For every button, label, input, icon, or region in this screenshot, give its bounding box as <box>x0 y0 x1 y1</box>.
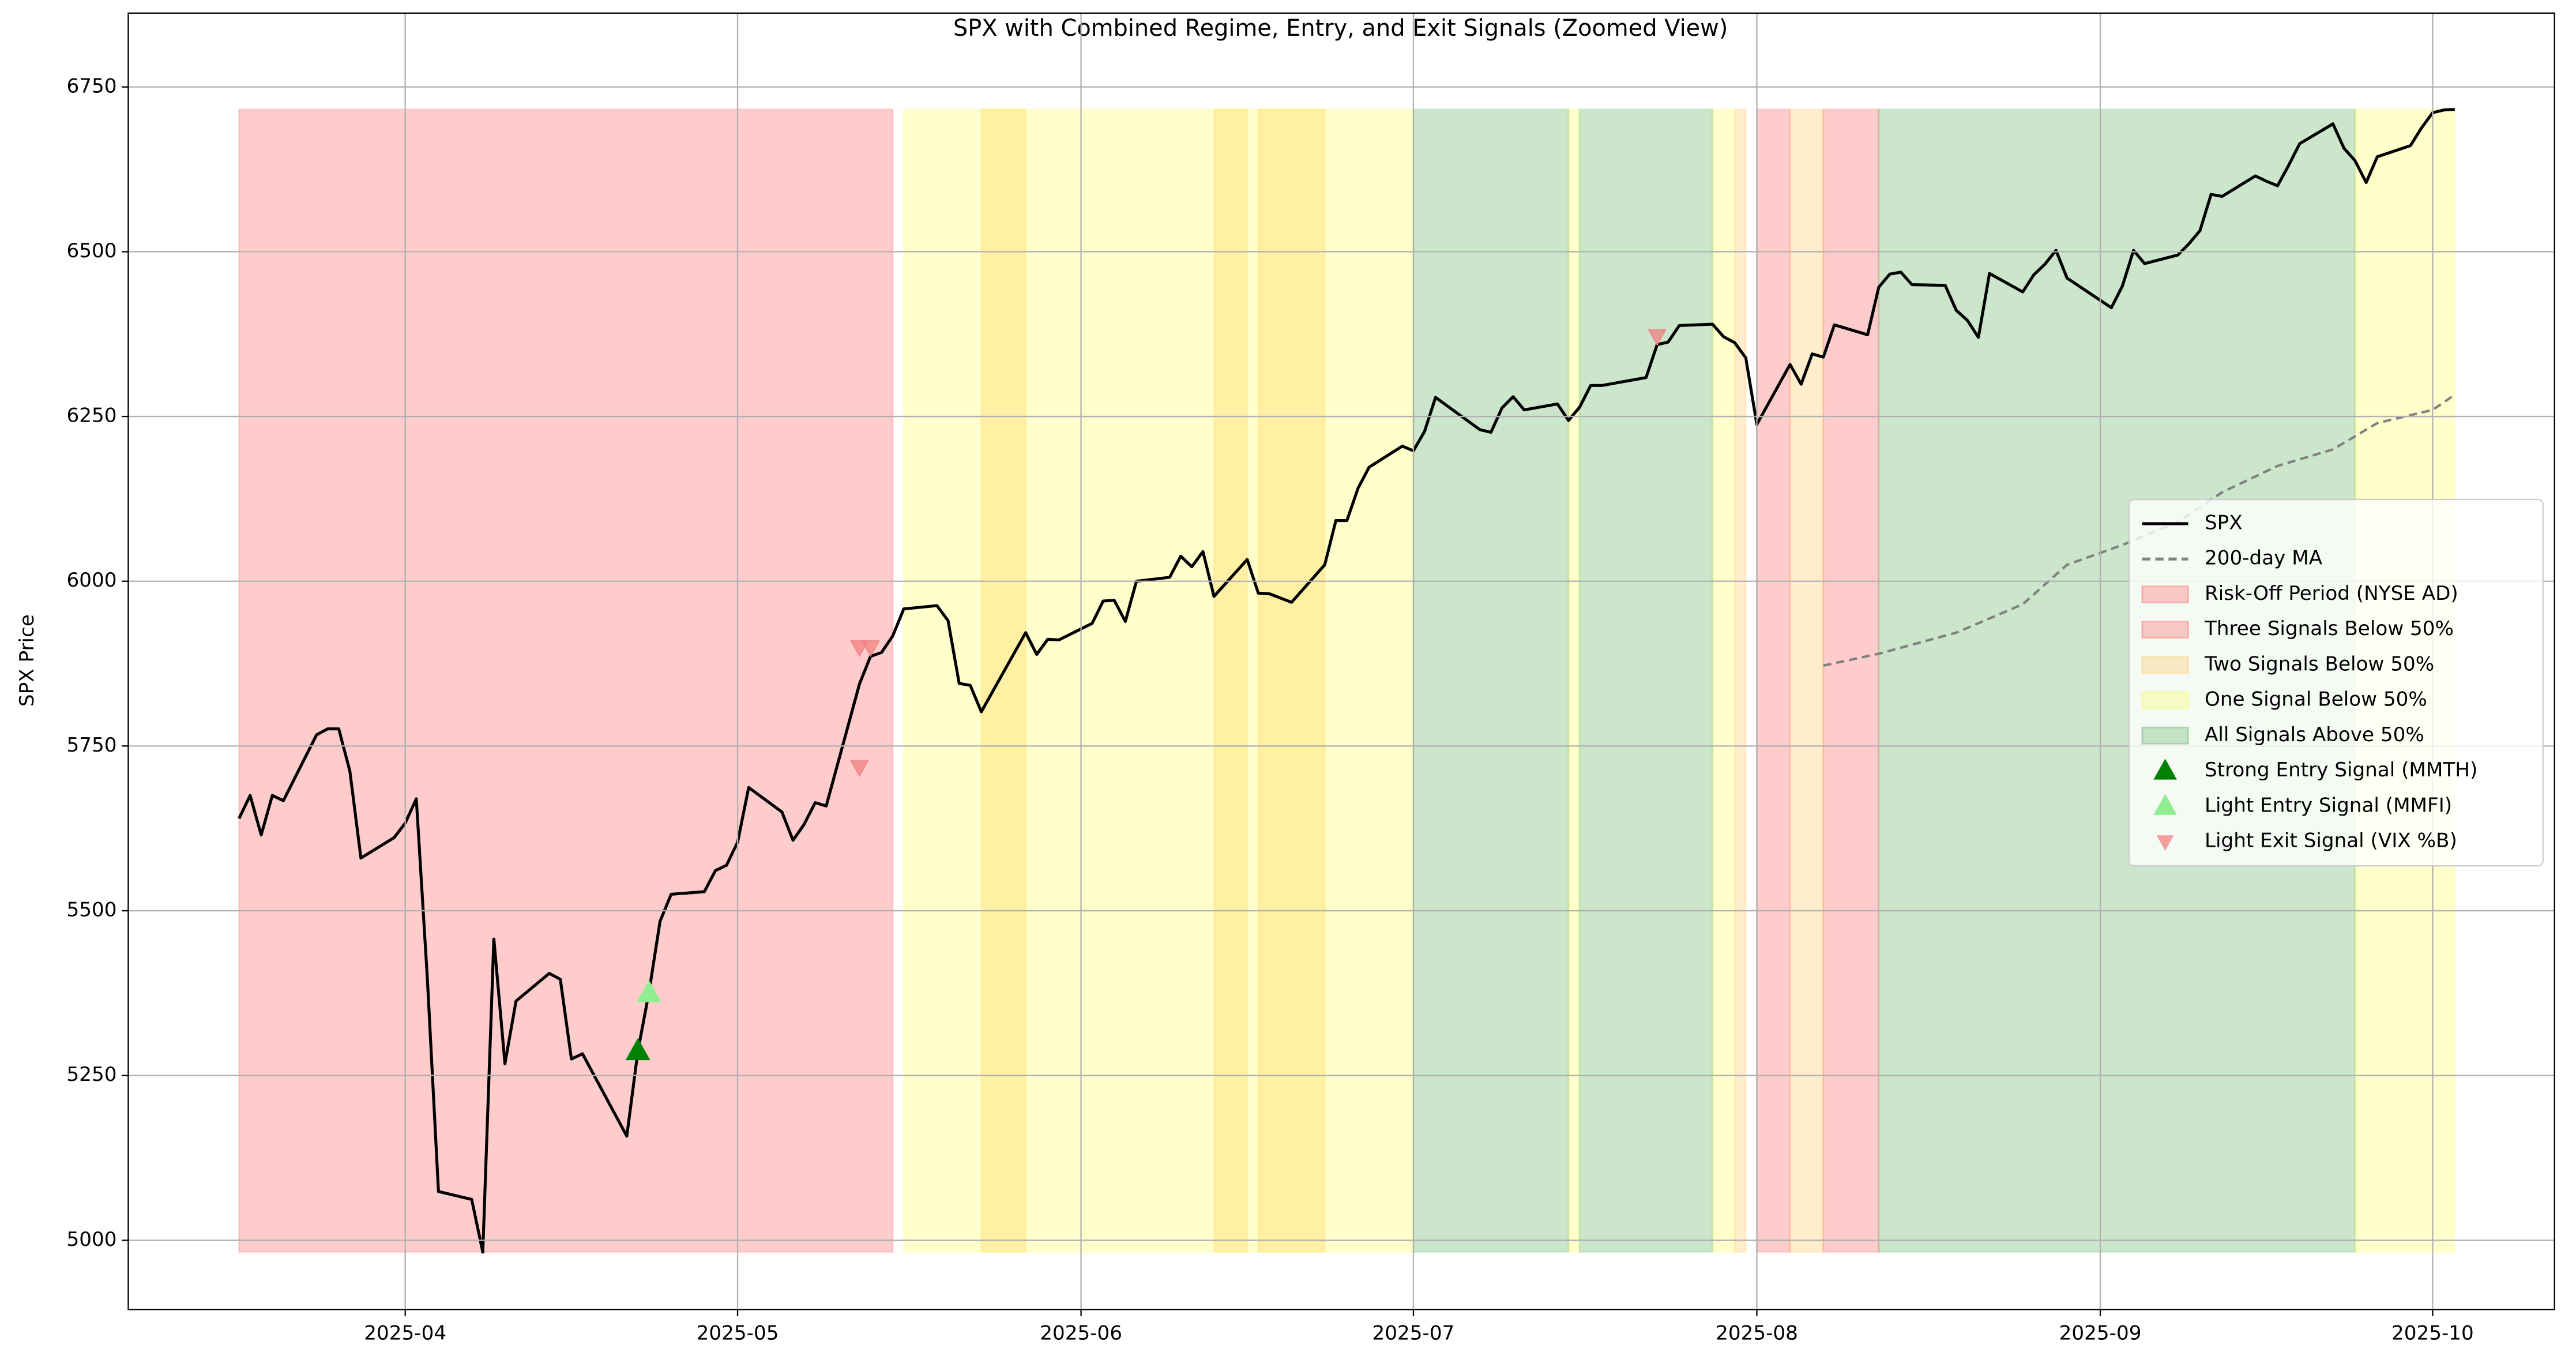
legend-label: Light Entry Signal (MMFI) <box>2205 794 2452 817</box>
legend-label: Risk-Off Period (NYSE AD) <box>2205 582 2458 605</box>
legend-label: Three Signals Below 50% <box>2204 617 2454 640</box>
y-tick-label: 5250 <box>67 1063 117 1086</box>
x-tick-label: 2025-09 <box>2059 1322 2142 1345</box>
signal-marker <box>636 980 661 1002</box>
y-tick-label: 5750 <box>67 734 117 757</box>
regime-span <box>1213 108 1248 1253</box>
regime-span <box>1412 108 1570 1253</box>
legend-label: Strong Entry Signal (MMTH) <box>2205 758 2477 782</box>
legend-label: Two Signals Below 50% <box>2204 652 2434 675</box>
axes-frame <box>127 12 2555 1310</box>
legend-label: All Signals Above 50% <box>2205 723 2424 746</box>
regime-span <box>1822 108 1880 1253</box>
y-tick-label: 6500 <box>67 239 117 262</box>
legend-key <box>2141 656 2189 674</box>
y-tick-label: 6750 <box>67 74 117 97</box>
line-series <box>238 108 2455 1254</box>
legend-key <box>2153 794 2177 815</box>
signal-marker <box>625 1038 650 1061</box>
chart-title: SPX with Combined Regime, Entry, and Exi… <box>953 15 1728 42</box>
regime-span <box>1578 108 1714 1253</box>
legend-key <box>2141 691 2189 709</box>
x-tick-label: 2025-04 <box>364 1322 446 1345</box>
legend-key <box>2141 621 2189 639</box>
legend-key <box>2141 726 2189 745</box>
legend-key <box>2141 585 2189 604</box>
signal-marker <box>850 760 869 778</box>
signal-marker <box>1648 329 1667 346</box>
plot-area <box>238 108 2456 1254</box>
signal-marker <box>861 640 880 658</box>
legend-key <box>2153 758 2177 780</box>
regime-span <box>238 108 894 1253</box>
x-tick-label: 2025-06 <box>1040 1322 1122 1345</box>
legend-label: SPX <box>2205 511 2243 534</box>
y-axis-label: SPX Price <box>16 614 39 707</box>
legend-box <box>2128 498 2544 867</box>
x-tick-label: 2025-05 <box>697 1322 779 1345</box>
y-tick-label: 5500 <box>67 899 117 922</box>
regime-span <box>1712 108 1736 1253</box>
y-tick-label: 6250 <box>67 404 117 427</box>
regime-span <box>1789 108 1825 1253</box>
y-tick-label: 5000 <box>67 1228 117 1251</box>
regime-span <box>902 108 1415 1253</box>
x-tick-label: 2025-10 <box>2391 1322 2474 1345</box>
x-tick-label: 2025-08 <box>1716 1322 1798 1345</box>
regime-span <box>1257 108 1326 1253</box>
x-tick-label: 2025-07 <box>1372 1322 1455 1345</box>
legend-key <box>2156 835 2174 851</box>
regime-span <box>1567 108 1581 1253</box>
y-tick-label: 6000 <box>67 569 117 592</box>
legend-label: 200-day MA <box>2205 547 2323 570</box>
regime-span <box>1733 108 1747 1253</box>
legend-label: Light Exit Signal (VIX %B) <box>2205 829 2457 853</box>
legend-label: One Signal Below 50% <box>2205 688 2427 711</box>
regime-span <box>1756 108 1791 1253</box>
regime-span <box>980 108 1026 1253</box>
